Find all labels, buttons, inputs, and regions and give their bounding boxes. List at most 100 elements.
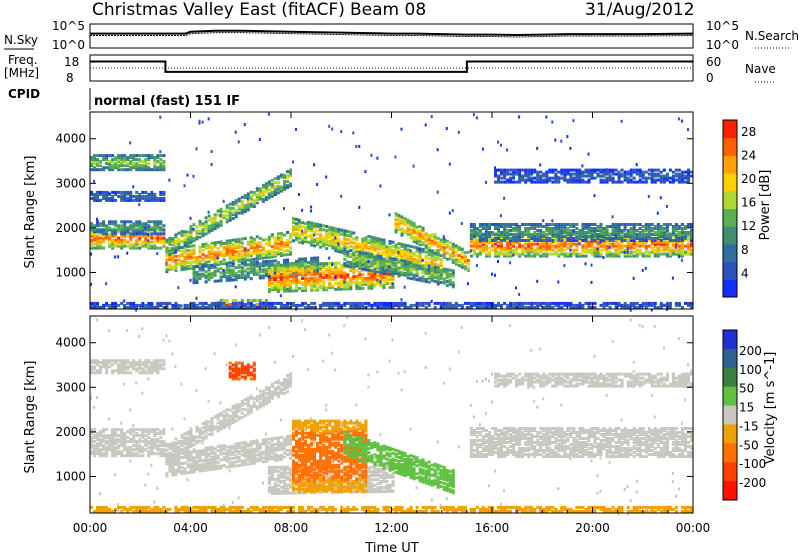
heatmap-cell (177, 254, 181, 258)
heatmap-cell (687, 128, 689, 132)
heatmap-cell (162, 190, 166, 194)
heatmap-cell (111, 222, 115, 226)
heatmap-cell (680, 254, 684, 258)
heatmap-cell (240, 261, 244, 265)
heatmap-cell (267, 251, 271, 255)
heatmap-cell (481, 223, 484, 226)
heatmap-cell (566, 237, 570, 240)
heatmap-cell (421, 269, 425, 273)
heatmap-cell (240, 265, 244, 269)
heatmap-cell (572, 223, 576, 226)
heatmap-cell (249, 299, 253, 302)
heatmap-cell (165, 258, 169, 262)
heatmap-cell (340, 265, 344, 269)
heatmap-cell (448, 253, 452, 257)
heatmap-cell (503, 254, 507, 258)
heatmap-cell (418, 241, 422, 245)
heatmap-cell (337, 248, 341, 251)
heatmap-cell (551, 227, 555, 230)
heatmap-cell (503, 248, 507, 252)
heatmap-cell (96, 160, 99, 164)
heatmap-cell (436, 282, 440, 286)
heatmap-cell (433, 273, 437, 277)
heatmap-cell (102, 234, 106, 238)
heatmap-cell (659, 231, 663, 234)
heatmap-cell (394, 268, 398, 271)
heatmap-cell (135, 242, 139, 246)
heatmap-cell (623, 174, 627, 178)
heatmap-cell (258, 244, 262, 248)
power-colorbar-segment (723, 261, 737, 280)
heatmap-cell (668, 248, 672, 252)
heatmap-cell (370, 243, 374, 247)
heatmap-cell (554, 172, 558, 176)
heatmap-cell (328, 262, 332, 265)
heatmap-cell (608, 305, 612, 309)
heatmap-cell (279, 185, 283, 189)
heatmap-cell (584, 223, 588, 226)
heatmap-cell (539, 231, 543, 234)
heatmap-cell (267, 303, 271, 307)
heatmap-cell (177, 258, 181, 262)
heatmap-cell (249, 301, 253, 305)
heatmap-cell (301, 287, 305, 290)
heatmap-cell (252, 272, 256, 276)
heatmap-cell (90, 446, 93, 450)
heatmap-cell (385, 270, 389, 274)
heatmap-cell (267, 241, 271, 245)
heatmap-cell (189, 240, 193, 244)
heatmap-cell (156, 303, 160, 307)
heatmap-cell (575, 227, 579, 230)
heatmap-cell (379, 243, 383, 247)
heatmap-cell (319, 274, 323, 278)
heatmap-cell (114, 238, 118, 242)
heatmap-cell (240, 205, 244, 209)
heatmap-cell (406, 232, 410, 236)
heatmap-cell (310, 227, 314, 231)
heatmap-cell (680, 250, 684, 254)
heatmap-cell (138, 222, 142, 226)
heatmap-cell (599, 223, 603, 226)
ytick-label: 3000 (55, 176, 86, 190)
heatmap-cell (412, 164, 415, 168)
heatmap-cell (276, 181, 280, 185)
heatmap-cell (150, 196, 154, 200)
heatmap-cell (117, 303, 121, 307)
heatmap-cell (632, 240, 636, 244)
heatmap-cell (557, 225, 561, 228)
heatmap-cell (469, 235, 473, 238)
heatmap-cell (430, 258, 434, 261)
heatmap-cell (279, 239, 283, 243)
heatmap-cell (150, 236, 154, 240)
heatmap-cell (478, 233, 482, 236)
heatmap-cell (644, 170, 648, 174)
heatmap-cell (117, 228, 121, 232)
heatmap-cell (551, 168, 555, 172)
heatmap-cell (623, 227, 627, 230)
heatmap-cell (264, 190, 268, 194)
heatmap-cell (557, 303, 561, 307)
heatmap-cell (469, 223, 473, 226)
heatmap-cell (391, 240, 395, 244)
heatmap-cell (96, 509, 99, 513)
heatmap-cell (524, 172, 528, 176)
heatmap-cell (243, 273, 247, 277)
heatmap-cell (279, 245, 283, 249)
heatmap-cell (289, 265, 292, 269)
heatmap-cell (171, 243, 175, 247)
heatmap-cell (671, 180, 675, 184)
heatmap-cell (331, 286, 335, 289)
heatmap-cell (141, 166, 145, 170)
heatmap-cell (403, 271, 407, 275)
heatmap-cell (497, 246, 500, 250)
heatmap-cell (129, 224, 133, 228)
heatmap-cell (114, 242, 118, 246)
heatmap-cell (680, 229, 684, 232)
heatmap-cell (289, 236, 292, 240)
heatmap-cell (216, 252, 220, 256)
heatmap-cell (364, 266, 368, 270)
heatmap-cell (599, 236, 603, 240)
heatmap-cell (370, 284, 374, 288)
heatmap-cell (684, 176, 687, 180)
heatmap-cell (207, 252, 211, 256)
